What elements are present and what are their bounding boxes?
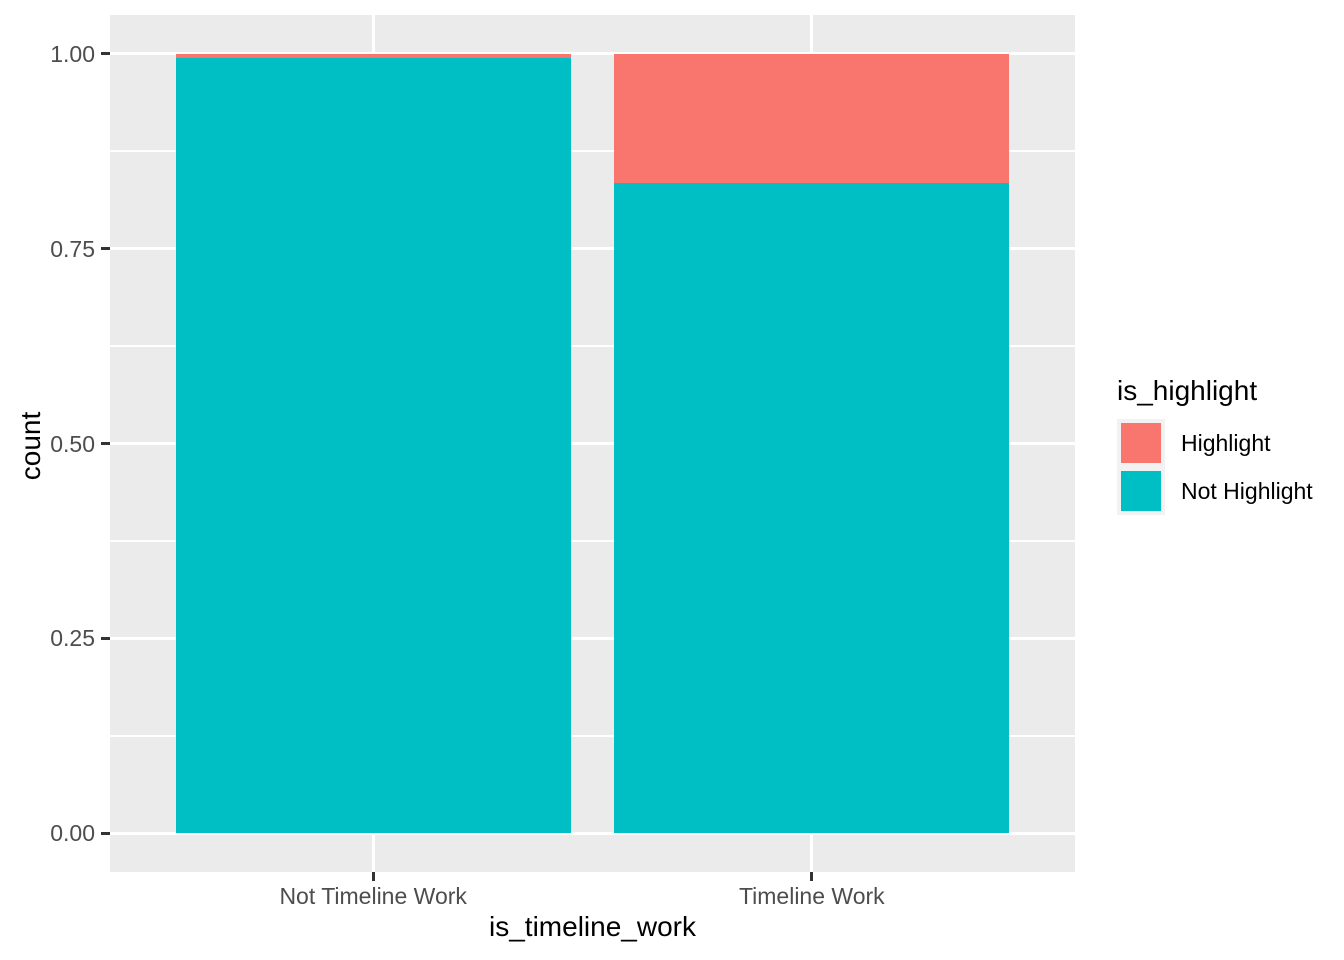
plot-panel [110,15,1075,872]
y-tick-mark [101,52,110,56]
minor-gridline [110,539,1075,542]
bar-segment-timeline-work-not-highlight [614,183,1010,834]
legend-label: Highlight [1181,429,1271,456]
legend-title: is_highlight [1117,375,1258,406]
x-tick-mark [810,872,814,881]
major-gridline [110,52,1075,56]
y-tick-label: 0.00 [50,820,95,847]
major-gridline [110,636,1075,640]
legend-entry-highlight: Highlight [1117,419,1313,467]
legend-key [1117,419,1165,467]
y-tick-label: 0.50 [50,430,95,457]
major-gridline [110,831,1075,835]
y-tick-label: 0.75 [50,235,95,262]
legend: is_highlight Highlight Not Highlight [1117,376,1313,515]
bar-segment-not-timeline-work-not-highlight [175,57,571,834]
legend-label: Not Highlight [1181,477,1313,504]
not-highlight-swatch-icon [1121,471,1161,511]
y-tick-mark [101,831,110,835]
bar-segment-not-timeline-work-highlight [175,53,571,58]
y-tick-mark [101,442,110,445]
highlight-swatch-icon [1121,423,1161,463]
minor-gridline [110,345,1075,348]
x-tick-mark [371,872,375,881]
major-gridline [110,247,1075,251]
legend-entry-not-highlight: Not Highlight [1117,467,1313,515]
x-tick-label-not-timeline-work: Not Timeline Work [279,883,467,909]
bar-segment-timeline-work-highlight [614,53,1010,184]
y-tick-mark [101,636,110,640]
x-axis-title: is_timeline_work [489,911,696,942]
minor-gridline [110,150,1075,153]
y-tick-mark [101,247,110,251]
x-tick-label-timeline-work: Timeline Work [738,883,885,909]
major-gridline [110,442,1075,445]
minor-gridline [110,734,1075,737]
legend-entries: Highlight Not Highlight [1117,419,1313,515]
legend-key [1117,467,1165,515]
y-tick-label: 0.25 [50,625,95,652]
y-tick-label: 1.00 [50,40,95,67]
